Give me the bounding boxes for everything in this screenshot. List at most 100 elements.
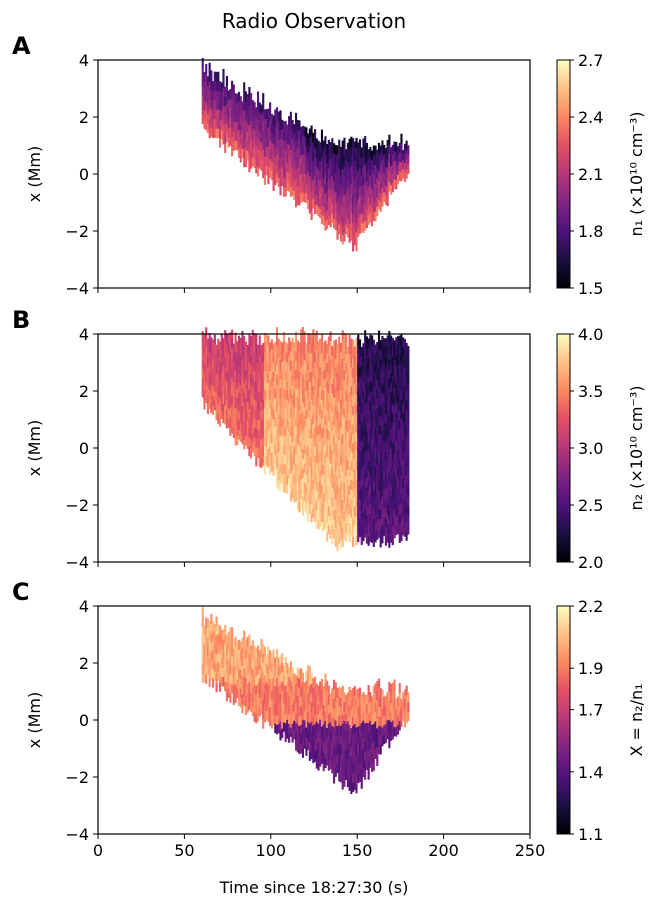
heatmap-cell bbox=[234, 360, 237, 371]
heatmap-cell bbox=[289, 407, 292, 418]
heatmap-cell bbox=[255, 456, 258, 467]
heatmap-cell bbox=[322, 686, 325, 697]
heatmap-cell bbox=[310, 380, 313, 391]
heatmap-cell bbox=[338, 515, 341, 526]
heatmap-cell bbox=[336, 475, 339, 486]
heatmap-cell bbox=[338, 468, 341, 479]
heatmap-cell bbox=[402, 506, 405, 517]
heatmap-cell bbox=[320, 195, 324, 206]
heatmap-cell bbox=[393, 443, 396, 454]
heatmap-cell bbox=[350, 517, 353, 528]
heatmap-cell bbox=[343, 748, 346, 759]
heatmap-cell bbox=[395, 365, 398, 376]
heatmap-cell bbox=[386, 720, 389, 730]
heatmap-cell bbox=[275, 677, 279, 688]
heatmap-cell bbox=[303, 472, 306, 483]
heatmap-cell bbox=[244, 138, 248, 149]
heatmap-cell bbox=[237, 686, 241, 697]
heatmap-cell bbox=[224, 133, 227, 144]
heatmap-cell bbox=[319, 151, 322, 162]
heatmap-cell bbox=[360, 194, 363, 205]
heatmap-cell bbox=[364, 732, 367, 743]
heatmap-cell bbox=[222, 394, 225, 405]
heatmap-cell bbox=[357, 344, 360, 355]
heatmap-cell bbox=[377, 142, 381, 153]
heatmap-cell bbox=[326, 699, 329, 710]
heatmap-cell bbox=[288, 144, 291, 155]
heatmap-cell bbox=[274, 165, 277, 176]
heatmap-cell bbox=[263, 646, 267, 657]
heatmap-cell bbox=[358, 339, 362, 350]
heatmap-cell bbox=[379, 349, 382, 360]
heatmap-cell bbox=[291, 185, 294, 196]
heatmap-cell bbox=[244, 91, 248, 102]
heatmap-cell bbox=[231, 137, 234, 147]
heatmap-cell bbox=[339, 380, 343, 391]
heatmap-cell bbox=[213, 633, 216, 644]
heatmap-cell bbox=[341, 518, 344, 529]
heatmap-cell bbox=[393, 717, 396, 727]
heatmap-cell bbox=[218, 81, 222, 92]
heatmap-cell bbox=[407, 154, 410, 165]
heatmap-cell bbox=[300, 715, 303, 726]
heatmap-cell bbox=[310, 390, 313, 401]
heatmap-cell bbox=[341, 206, 344, 217]
heatmap-cell bbox=[365, 355, 368, 365]
heatmap-cell bbox=[372, 367, 375, 378]
heatmap-cell bbox=[352, 782, 355, 792]
heatmap-cell bbox=[307, 511, 310, 522]
heatmap-cell bbox=[314, 418, 317, 428]
heatmap-cell bbox=[265, 137, 268, 148]
heatmap-cell bbox=[348, 513, 351, 524]
heatmap-cell bbox=[251, 649, 254, 660]
heatmap-cell bbox=[348, 419, 351, 430]
heatmap-cell bbox=[298, 417, 301, 428]
heatmap-cell bbox=[390, 410, 393, 421]
heatmap-cell bbox=[341, 414, 344, 425]
heatmap-cell bbox=[331, 515, 334, 526]
heatmap-cell bbox=[346, 346, 349, 357]
heatmap-cell bbox=[357, 410, 360, 420]
heatmap-cell bbox=[301, 383, 305, 394]
heatmap-cell bbox=[391, 375, 394, 386]
heatmap-cell bbox=[294, 341, 298, 352]
heatmap-cell bbox=[386, 177, 389, 188]
heatmap-cell bbox=[326, 513, 329, 523]
heatmap-cell bbox=[369, 362, 372, 373]
heatmap-cell bbox=[210, 70, 213, 81]
heatmap-cell bbox=[352, 443, 355, 453]
heatmap-cell bbox=[324, 730, 327, 740]
heatmap-cell bbox=[303, 682, 306, 693]
heatmap-cell bbox=[210, 374, 213, 385]
heatmap-cell bbox=[353, 487, 356, 498]
heatmap-cell bbox=[403, 143, 406, 154]
heatmap-cell bbox=[405, 446, 408, 457]
heatmap-cell bbox=[218, 407, 222, 418]
heatmap-cell bbox=[331, 402, 334, 413]
heatmap-cell bbox=[393, 462, 396, 473]
heatmap-cell bbox=[243, 630, 246, 641]
heatmap-cell bbox=[329, 731, 332, 742]
heatmap-cell bbox=[383, 347, 386, 358]
heatmap-cell bbox=[327, 449, 330, 460]
heatmap-cell bbox=[376, 196, 379, 207]
heatmap-cell bbox=[381, 411, 384, 422]
heatmap-cell bbox=[393, 490, 396, 501]
heatmap-cell bbox=[369, 372, 372, 383]
heatmap-cell bbox=[338, 186, 341, 197]
heatmap-cell bbox=[353, 141, 356, 152]
heatmap-cell bbox=[260, 638, 263, 649]
heatmap-cell bbox=[317, 159, 320, 170]
heatmap-cell bbox=[329, 481, 332, 492]
heatmap-cell bbox=[243, 82, 246, 93]
heatmap-cell bbox=[377, 688, 381, 698]
heatmap-cell bbox=[402, 525, 405, 536]
heatmap-cell bbox=[407, 477, 410, 488]
heatmap-cell bbox=[326, 353, 329, 363]
heatmap-cell bbox=[369, 203, 372, 214]
x-tick-label: 50 bbox=[174, 841, 194, 860]
heatmap-cell bbox=[371, 724, 374, 735]
heatmap-cell bbox=[251, 100, 254, 110]
heatmap-cell bbox=[396, 336, 400, 346]
heatmap-cell bbox=[312, 357, 315, 368]
